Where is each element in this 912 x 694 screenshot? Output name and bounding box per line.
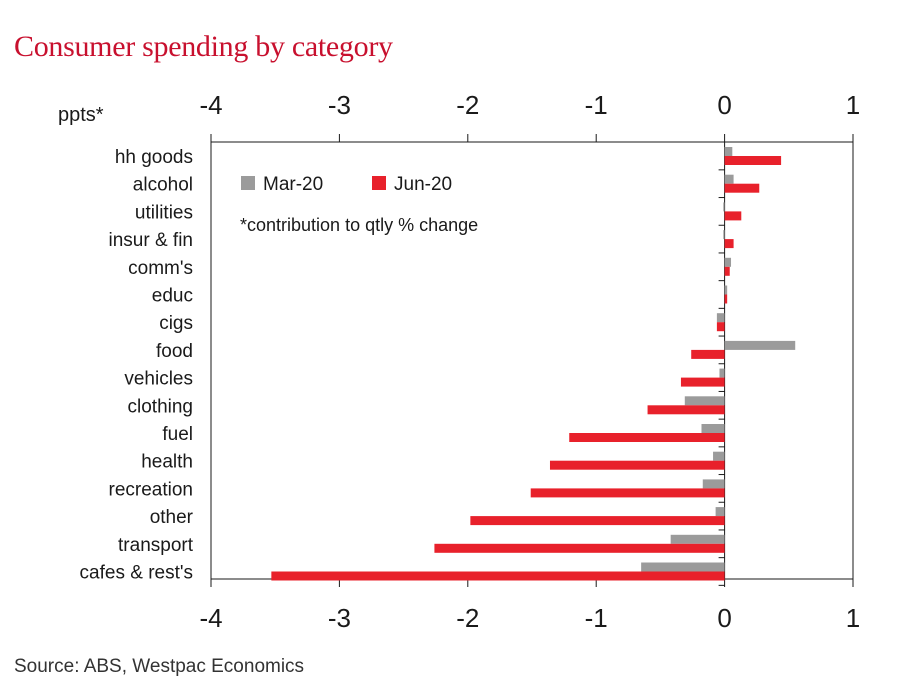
bar-mar-20	[724, 147, 733, 156]
x-tick-label-top: -4	[199, 90, 222, 120]
bar-jun-20	[647, 405, 725, 415]
bar-jun-20	[691, 349, 725, 359]
bar-mar-20	[724, 340, 796, 350]
bar-jun-20	[716, 322, 725, 332]
x-tick-label-bottom: 0	[717, 603, 731, 633]
category-label: transport	[118, 535, 194, 556]
category-label: comm's	[128, 258, 193, 279]
unit-label: ppts*	[58, 104, 104, 126]
x-tick-label-top: -3	[328, 90, 351, 120]
bar-jun-20	[724, 211, 742, 221]
chart-note: *contribution to qtly % change	[240, 215, 478, 235]
x-tick-label-top: -1	[585, 90, 608, 120]
x-tick-label-bottom: -4	[199, 603, 222, 633]
bar-jun-20	[724, 239, 734, 249]
bar-mar-20	[716, 313, 725, 323]
bar-mar-20	[724, 257, 732, 267]
bar-mar-20	[702, 479, 725, 489]
legend-label-mar-20: Mar-20	[263, 174, 323, 195]
plot-frame	[210, 141, 854, 580]
bar-mar-20	[719, 368, 725, 378]
chart-title: Consumer spending by category	[14, 30, 393, 63]
bar-mar-20	[723, 202, 725, 212]
bar-jun-20	[549, 460, 725, 470]
x-tick-label-bottom: -3	[328, 603, 351, 633]
bar-jun-20	[470, 516, 725, 526]
bar-jun-20	[680, 377, 725, 387]
bar-mar-20	[641, 562, 725, 572]
legend-swatch-mar-20	[241, 176, 255, 190]
bar-jun-20	[569, 433, 725, 442]
bar-mar-20	[670, 534, 725, 544]
x-tick-label-bottom: -1	[585, 603, 608, 633]
x-tick-label-bottom: -2	[456, 603, 479, 633]
category-label: fuel	[162, 424, 193, 445]
category-label: insur & fin	[109, 230, 193, 251]
category-label: utilities	[135, 202, 193, 223]
category-label: alcohol	[133, 175, 193, 196]
category-label: cigs	[159, 313, 193, 334]
x-tick-label-bottom: 1	[846, 603, 860, 633]
source-note: Source: ABS, Westpac Economics	[14, 656, 305, 677]
bar-jun-20	[530, 488, 725, 498]
bar-mar-20	[723, 230, 725, 240]
bar-jun-20	[724, 294, 728, 304]
bar-jun-20	[724, 183, 760, 193]
legend-swatch-jun-20	[372, 176, 386, 190]
bar-mar-20	[713, 451, 725, 461]
category-label: clothing	[128, 396, 194, 417]
bar-mar-20	[701, 424, 725, 433]
x-tick-label-top: -2	[456, 90, 479, 120]
bar-jun-20	[724, 266, 730, 276]
category-label: health	[141, 452, 193, 473]
bar-jun-20	[724, 156, 782, 165]
category-label: cafes & rest's	[80, 563, 193, 584]
category-label: vehicles	[124, 369, 193, 390]
category-label: food	[156, 341, 193, 362]
category-label: recreation	[109, 479, 194, 500]
category-label: hh goods	[115, 147, 193, 168]
legend-label-jun-20: Jun-20	[394, 174, 452, 195]
category-label: educ	[152, 286, 193, 307]
x-tick-label-top: 1	[846, 90, 860, 120]
x-tick-label-top: 0	[717, 90, 731, 120]
bar-jun-20	[271, 571, 725, 581]
category-label: other	[150, 507, 194, 528]
bar-mar-20	[684, 396, 725, 406]
bar-mar-20	[724, 285, 728, 295]
bar-jun-20	[434, 543, 725, 553]
bar-mar-20	[724, 174, 734, 184]
bar-mar-20	[715, 507, 725, 517]
